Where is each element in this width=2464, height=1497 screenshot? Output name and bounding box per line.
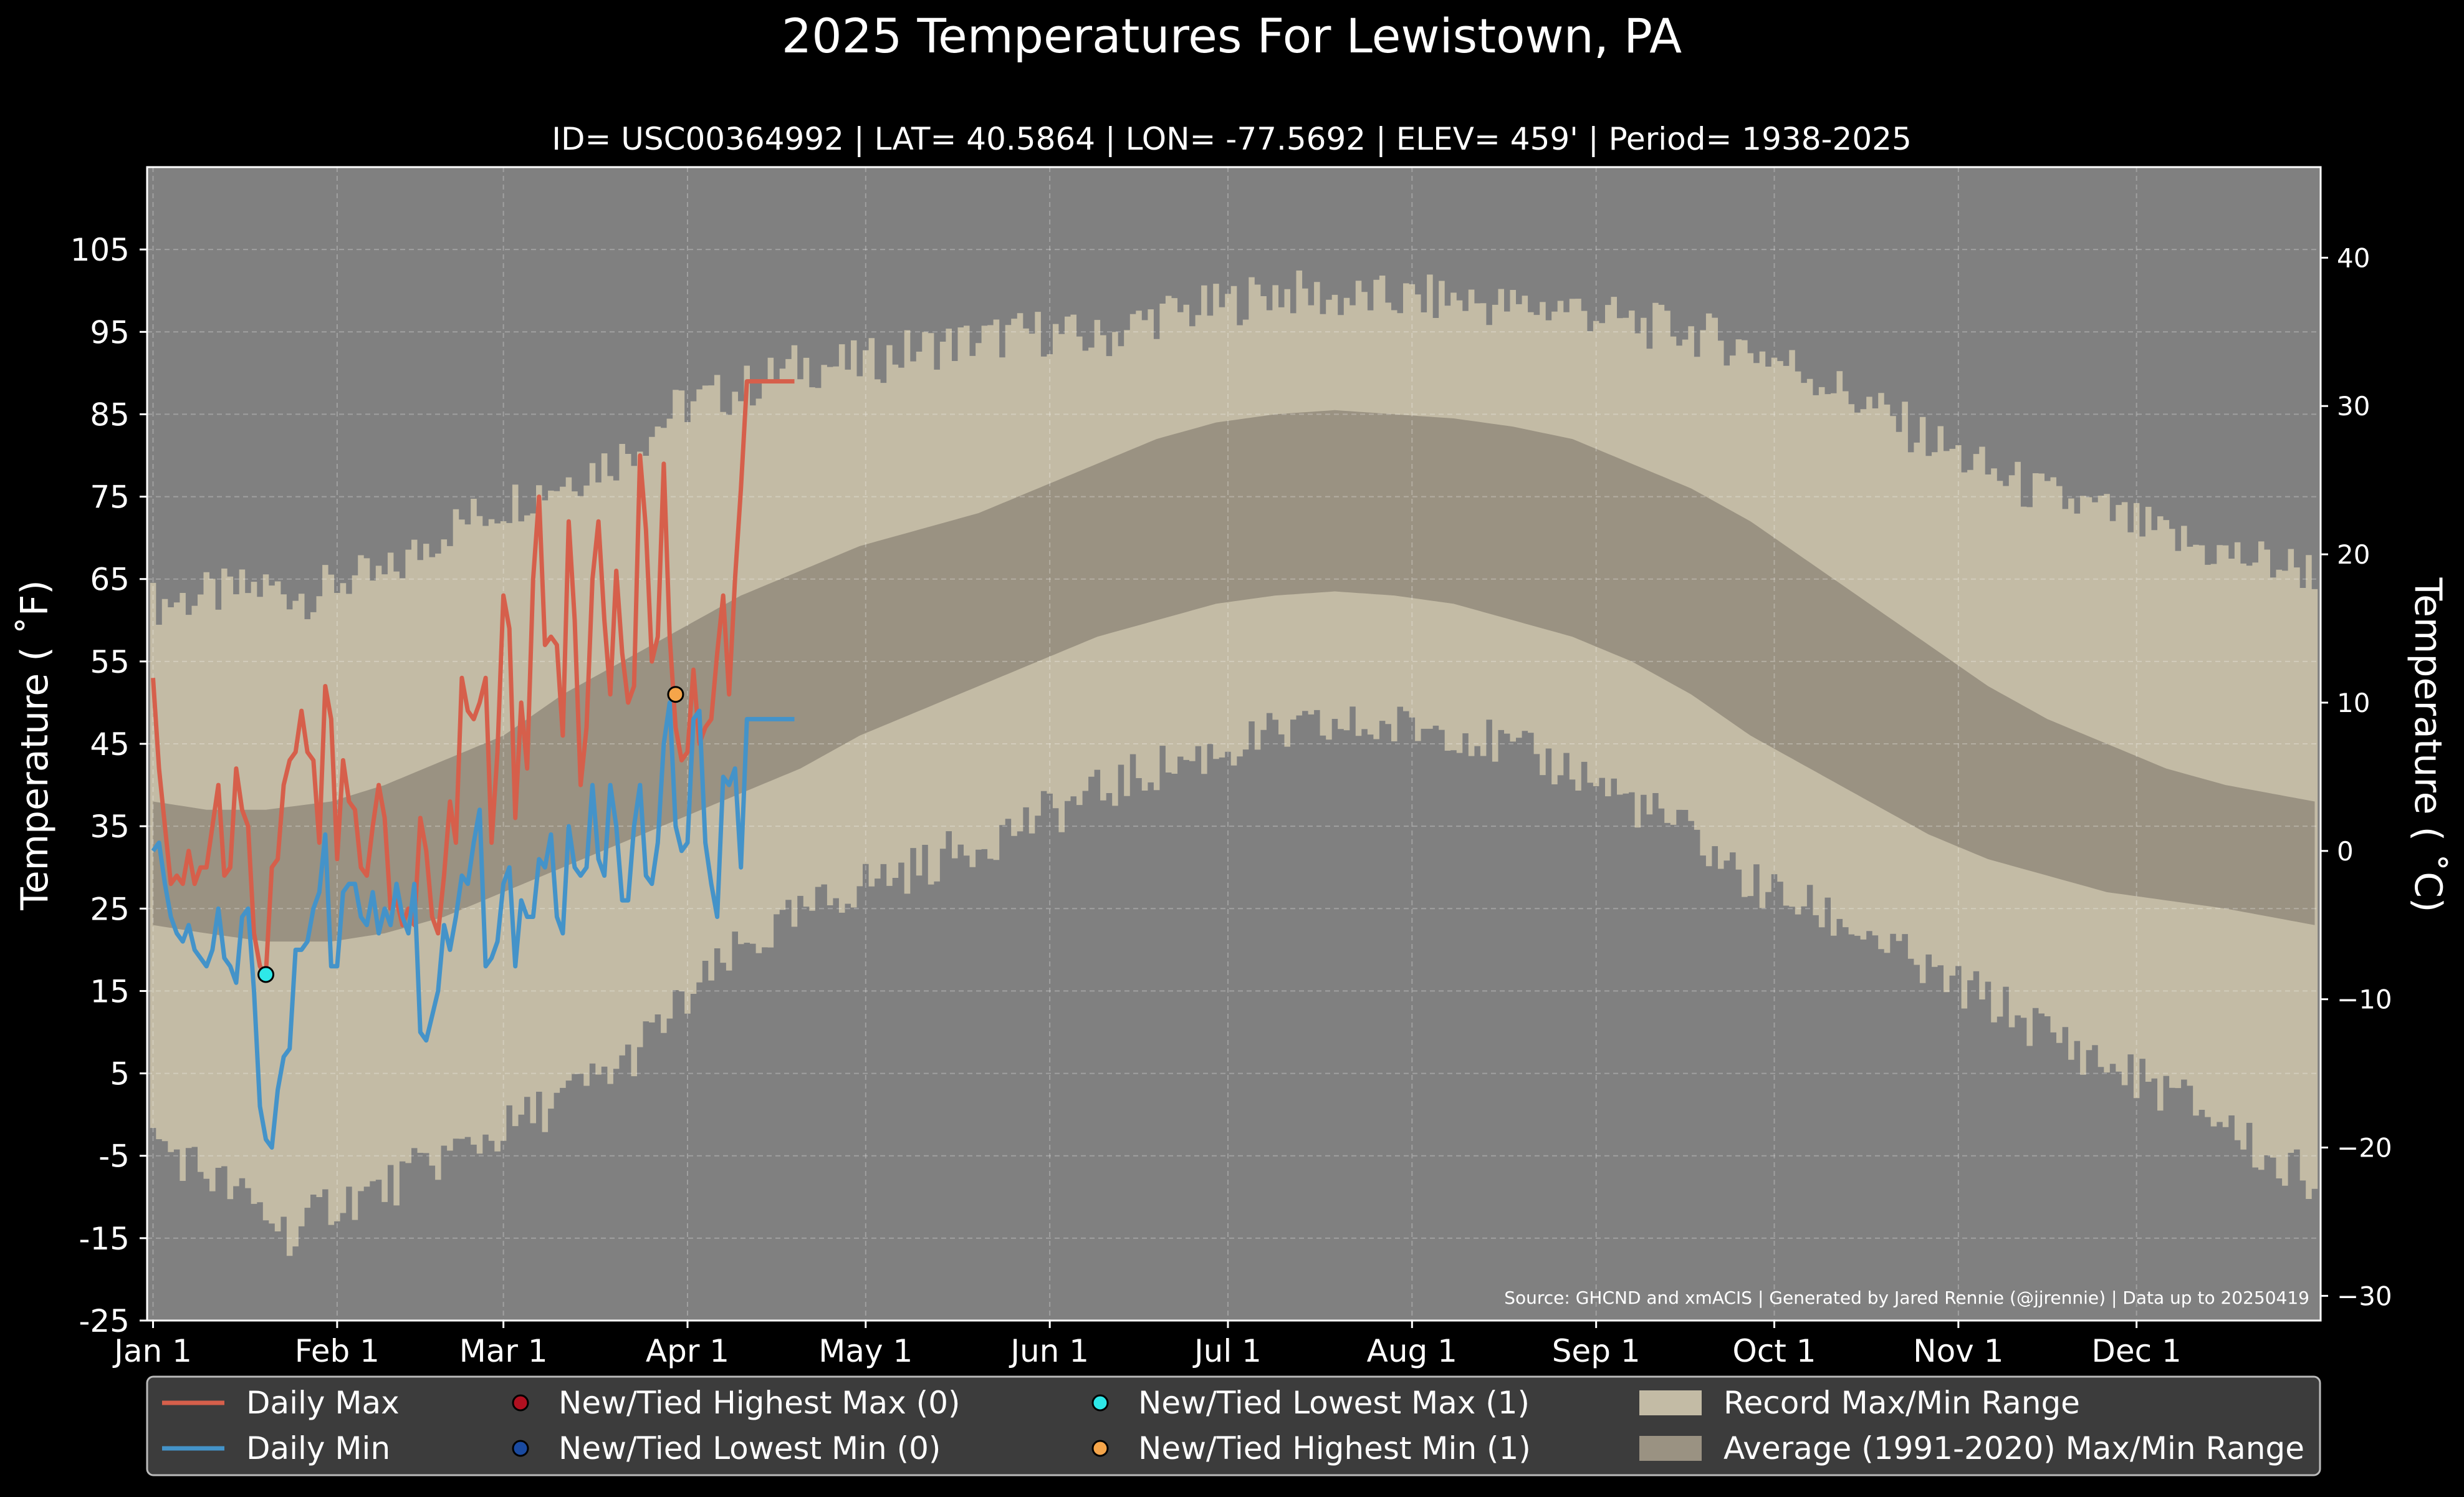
legend-marker-swatch [1091, 1440, 1109, 1457]
y-tick-label-left: 105 [70, 232, 130, 268]
legend-marker-swatch [1091, 1394, 1109, 1412]
y-tick-label-left: -15 [79, 1221, 130, 1257]
x-tick-label: Sep 1 [1552, 1333, 1641, 1369]
y-tick-label-left: 15 [90, 973, 130, 1009]
source-note: Source: GHCND and xmACIS | Generated by … [1504, 1288, 2309, 1308]
x-tick-label: Mar 1 [459, 1333, 548, 1369]
y-axis-label-left: Temperature ( ˚F) [13, 580, 57, 911]
y-axis-label-right: Temperature ( ˚C) [2406, 577, 2450, 913]
y-tick-label-left: 45 [90, 726, 130, 763]
y-tick-label-left: -25 [79, 1303, 130, 1339]
y-tick-label-right: 0 [2337, 836, 2354, 867]
legend-patch-swatch [1639, 1436, 1702, 1461]
x-tick-label: Jul 1 [1192, 1333, 1262, 1369]
y-tick-label-left: 35 [90, 809, 130, 845]
axes: -25 -15 -5 5 15 25 35 45 55 65 75 85 95 105 −30 −20 −10 0… [70, 166, 2392, 1369]
legend-label: New/Tied Highest Max (0) [558, 1385, 961, 1421]
legend-patch-swatch [1639, 1390, 1702, 1415]
y-tick-label-left: 85 [90, 397, 130, 433]
y-tick-label-right: −10 [2337, 984, 2392, 1015]
daily-min-line [151, 700, 795, 1150]
y-tick-label-right: 30 [2337, 391, 2370, 421]
y-tick-label-left: 75 [90, 479, 130, 516]
x-tick-label: Oct 1 [1732, 1333, 1816, 1369]
y-tick-label-left: 95 [90, 314, 130, 350]
daily-max-line [151, 379, 795, 977]
chart-subtitle: ID= USC00364992 | LAT= 40.5864 | LON= -7… [552, 121, 1912, 157]
x-tick-label: Jun 1 [1009, 1333, 1089, 1369]
x-tick-label: Feb 1 [295, 1333, 380, 1369]
legend-label: Record Max/Min Range [1723, 1385, 2080, 1421]
chart-title: 2025 Temperatures For Lewistown, PA [782, 8, 1682, 64]
y-tick-label-left: 55 [90, 644, 130, 680]
plot-area [147, 167, 2321, 1321]
y-tick-label-left: 25 [90, 891, 130, 927]
x-tick-label: Aug 1 [1367, 1333, 1457, 1369]
legend-label: Daily Min [246, 1430, 390, 1466]
y-tick-label-right: −20 [2337, 1133, 2392, 1163]
x-tick-label: Nov 1 [1913, 1333, 2003, 1369]
y-tick-label-right: 10 [2337, 688, 2370, 718]
legend-marker-swatch [512, 1394, 529, 1412]
x-tick-label: Jan 1 [112, 1333, 192, 1369]
normal-range-area [153, 410, 2315, 942]
y-tick-label-left: -5 [98, 1138, 130, 1175]
y-tick-label-left: 5 [110, 1056, 130, 1092]
y-tick-label-right: −30 [2337, 1281, 2392, 1311]
record-marker [667, 686, 684, 703]
legend-label: New/Tied Lowest Max (1) [1138, 1385, 1530, 1421]
legend-label: Average (1991-2020) Max/Min Range [1723, 1430, 2304, 1466]
x-tick-label: Apr 1 [646, 1333, 729, 1369]
legend-box [146, 1375, 2321, 1476]
x-tick-label: May 1 [818, 1333, 913, 1369]
legend-marker-swatch [512, 1440, 529, 1457]
x-tick-label: Dec 1 [2091, 1333, 2181, 1369]
legend-label: New/Tied Lowest Min (0) [558, 1430, 941, 1466]
record-range-area [150, 270, 2318, 1256]
y-tick-label-left: 65 [90, 562, 130, 598]
y-tick-label-right: 40 [2337, 243, 2370, 273]
record-marker [257, 966, 275, 983]
y-tick-label-right: 20 [2337, 539, 2370, 570]
legend-label: Daily Max [246, 1385, 400, 1421]
legend: Daily Max New/Tied Highest Max (0) New/Tie… [146, 1375, 2321, 1476]
legend-label: New/Tied Highest Min (1) [1138, 1430, 1531, 1466]
